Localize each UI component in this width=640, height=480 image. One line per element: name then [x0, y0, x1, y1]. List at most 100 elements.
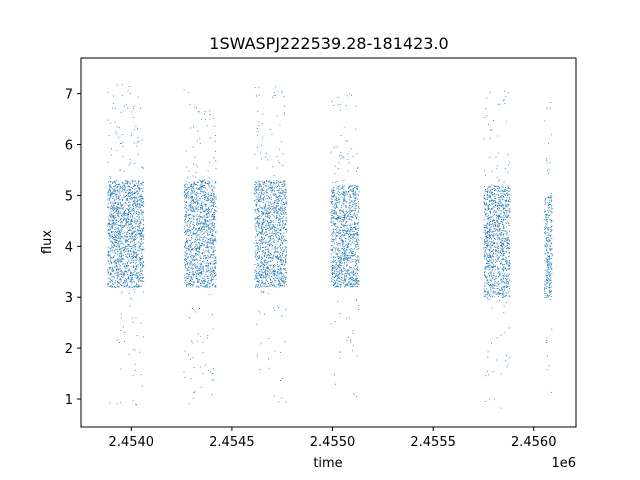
data-point — [265, 275, 267, 277]
data-point — [270, 228, 272, 229]
data-point — [342, 221, 344, 223]
data-point — [208, 264, 209, 266]
data-point — [120, 281, 122, 283]
data-point — [193, 191, 195, 193]
data-point — [138, 257, 140, 258]
data-point — [206, 204, 207, 206]
data-point — [187, 273, 188, 274]
data-point — [205, 226, 207, 228]
data-point — [124, 190, 126, 192]
data-point — [264, 253, 266, 255]
data-point — [191, 263, 193, 265]
data-point — [108, 192, 110, 194]
data-point — [334, 225, 336, 227]
data-point — [192, 283, 194, 285]
data-point — [205, 217, 207, 219]
data-point — [129, 233, 130, 234]
data-point — [129, 268, 131, 270]
data-point — [194, 239, 196, 240]
data-point — [191, 198, 192, 200]
data-point — [130, 275, 132, 276]
data-point — [128, 230, 129, 231]
data-point — [358, 219, 359, 221]
data-point — [140, 273, 142, 275]
data-point — [134, 257, 136, 258]
data-point — [256, 217, 258, 218]
data-point — [199, 283, 201, 285]
data-point — [135, 192, 137, 194]
data-point — [262, 188, 264, 190]
data-point — [260, 186, 262, 188]
data-point — [128, 181, 130, 183]
data-point — [267, 221, 269, 222]
data-point — [117, 229, 119, 230]
data-point — [347, 231, 349, 233]
data-point — [194, 311, 196, 313]
data-point — [112, 107, 114, 109]
data-point — [334, 203, 336, 205]
data-point — [275, 257, 277, 259]
data-point — [342, 209, 344, 211]
data-point — [278, 189, 280, 191]
data-point — [285, 261, 287, 263]
data-point — [195, 176, 196, 178]
data-point — [215, 285, 217, 287]
data-point — [213, 276, 215, 278]
data-point — [203, 235, 205, 237]
data-point — [133, 244, 135, 245]
data-point — [128, 269, 130, 271]
data-point — [345, 221, 347, 223]
data-point — [207, 246, 209, 248]
data-point — [134, 291, 136, 293]
data-point — [332, 241, 334, 243]
data-point — [265, 226, 267, 228]
data-point — [211, 242, 213, 244]
data-point — [207, 265, 209, 267]
data-point — [271, 206, 273, 207]
data-point — [211, 201, 213, 203]
data-point — [208, 241, 209, 243]
data-point — [191, 210, 193, 212]
data-point — [267, 261, 269, 263]
data-point — [141, 211, 142, 213]
data-point — [211, 276, 213, 278]
data-point — [344, 192, 345, 194]
data-point — [283, 283, 285, 285]
data-point — [201, 222, 203, 224]
data-point — [197, 184, 199, 186]
data-point — [123, 225, 125, 227]
data-point — [277, 240, 279, 242]
data-point — [188, 283, 190, 285]
data-point — [269, 216, 271, 218]
data-point — [190, 184, 192, 186]
data-point — [202, 238, 204, 240]
data-point — [113, 206, 115, 208]
data-point — [189, 240, 191, 241]
data-point — [133, 108, 134, 110]
data-point — [121, 208, 123, 209]
data-point — [110, 197, 112, 198]
data-point — [340, 351, 342, 353]
data-point — [278, 265, 280, 267]
data-point — [256, 204, 257, 205]
data-point — [201, 186, 202, 188]
data-point — [272, 189, 273, 191]
data-point — [109, 212, 111, 214]
data-point — [211, 240, 213, 241]
data-point — [121, 273, 123, 275]
data-point — [356, 197, 357, 199]
data-point — [187, 230, 188, 232]
data-point — [272, 166, 274, 167]
data-point — [213, 238, 215, 240]
data-point — [206, 200, 208, 202]
data-point — [260, 201, 262, 203]
data-point — [195, 258, 197, 260]
data-point — [279, 252, 281, 253]
data-point — [282, 253, 284, 255]
data-point — [184, 221, 186, 223]
data-point — [115, 202, 116, 203]
data-point — [212, 192, 214, 194]
data-point — [341, 274, 343, 276]
data-point — [121, 230, 123, 232]
data-point — [185, 193, 187, 195]
